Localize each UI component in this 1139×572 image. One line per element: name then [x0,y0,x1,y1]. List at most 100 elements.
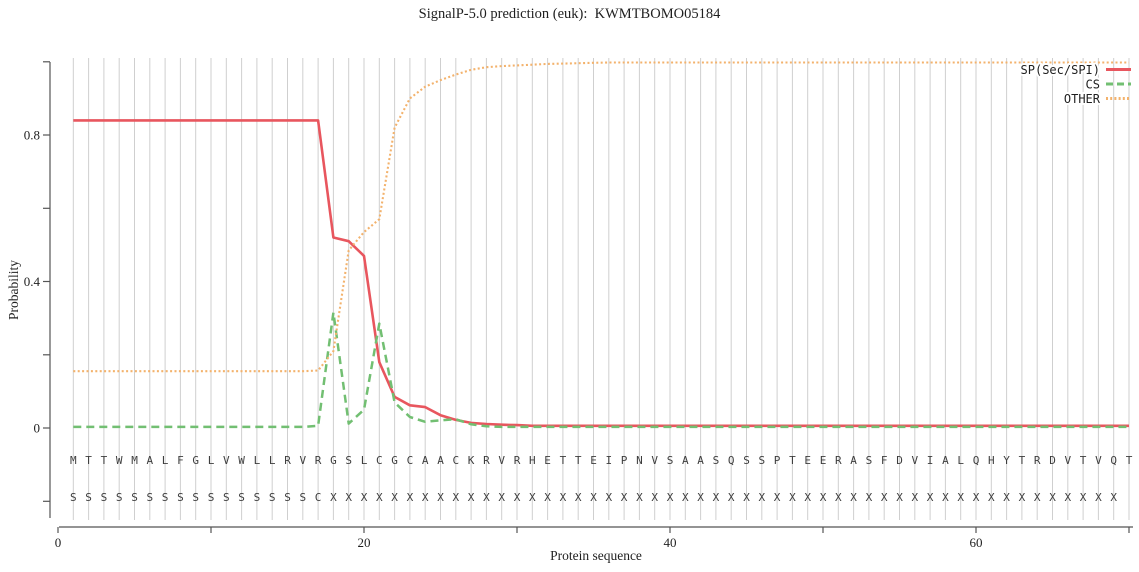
sequence-letter: T [85,454,92,467]
series-line-sp-sec-spi- [73,119,1129,428]
sequence-letter: L [162,454,169,467]
sequence-letter: V [299,454,306,467]
marker-letter: X [728,491,735,504]
sequence-letter: T [789,454,796,467]
marker-letter: X [942,491,949,504]
sequence-letter: E [804,454,811,467]
marker-letter: X [957,491,964,504]
marker-letter: X [330,491,337,504]
sequence-letter: C [376,454,383,467]
sequence-letter: V [1095,454,1102,467]
marker-letter: X [1003,491,1010,504]
marker-letter: S [269,491,276,504]
marker-letter: S [177,491,184,504]
marker-letter: X [850,491,857,504]
marker-letter: S [101,491,108,504]
sequence-letter: R [284,454,291,467]
sequence-letter: M [70,454,77,467]
x-tick-label: 40 [664,535,677,550]
sequence-letter: L [208,454,215,467]
sequence-letter: L [254,454,261,467]
marker-letter: X [1110,491,1117,504]
x-tick-label: 60 [970,535,983,550]
sequence-letter: A [422,454,429,467]
marker-letter: X [483,491,490,504]
marker-letter: X [590,491,597,504]
marker-letter: S [208,491,215,504]
x-tick-label: 20 [358,535,371,550]
marker-letter: X [911,491,918,504]
sequence-letter: K [468,454,475,467]
legend-label: OTHER [1064,92,1101,106]
marker-letter: X [391,491,398,504]
sequence-letter: F [881,454,888,467]
sequence-letter: S [758,454,765,467]
marker-letter: X [789,491,796,504]
sequence-letter: S [667,454,674,467]
sequence-letter: T [575,454,582,467]
sequence-letter: W [238,454,245,467]
marker-letter: C [315,491,322,504]
sequence-letter: I [605,454,612,467]
sequence-letter: C [452,454,459,467]
marker-letter: X [651,491,658,504]
marker-letter: X [896,491,903,504]
sequence-letter: A [942,454,949,467]
sequence-letter: P [774,454,781,467]
marker-letter: X [973,491,980,504]
sequence-letter: R [483,454,490,467]
sequence-letter: H [529,454,536,467]
marker-letter: S [116,491,123,504]
sequence-letter: C [407,454,414,467]
sequence-letter: T [1126,454,1133,467]
sequence-letter: P [621,454,628,467]
marker-letter: S [238,491,245,504]
marker-letter: X [1019,491,1026,504]
y-axis: 0 0.4 0.8 [24,61,51,518]
plot-title: SignalP-5.0 prediction (euk): KWMTBOMO05… [418,6,721,22]
marker-letter: X [437,491,444,504]
marker-letter: X [621,491,628,504]
marker-letter: X [407,491,414,504]
marker-letter: X [881,491,888,504]
sequence-letter: G [391,454,398,467]
marker-letter: S [223,491,230,504]
sequence-letter: L [361,454,368,467]
x-tick-label: 0 [55,535,62,550]
marker-letter: X [667,491,674,504]
marker-letter: X [636,491,643,504]
sequence-letter: G [192,454,199,467]
sequence-letter: L [957,454,964,467]
legend-label: SP(Sec/SPI) [1021,63,1100,77]
y-tick-label: 0.8 [24,128,40,143]
marker-letter: X [468,491,475,504]
marker-letter: X [758,491,765,504]
marker-letter: S [299,491,306,504]
marker-letter: X [835,491,842,504]
sequence-letter: E [544,454,551,467]
marker-letter: X [345,491,352,504]
marker-letter: X [743,491,750,504]
marker-letter: X [713,491,720,504]
marker-letter: X [514,491,521,504]
sequence-letter: T [1080,454,1087,467]
marker-letter: X [452,491,459,504]
sequence-letter: V [911,454,918,467]
marker-letter: X [560,491,567,504]
sequence-letter: T [1019,454,1026,467]
sequence-letter: E [590,454,597,467]
sequence-letter: E [820,454,827,467]
sequence-letter: T [560,454,567,467]
marker-letter: X [927,491,934,504]
sequence-letter: H [988,454,995,467]
marker-letter: S [131,491,138,504]
marker-letter: X [605,491,612,504]
sequence-letter: D [896,454,903,467]
marker-letter: X [361,491,368,504]
y-tick-label: 0 [34,421,41,436]
sequence-letter: V [498,454,505,467]
marker-letter: X [697,491,704,504]
